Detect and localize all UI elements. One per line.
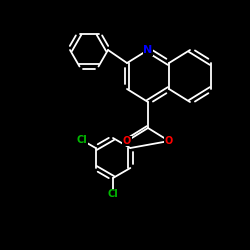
Text: O: O <box>123 136 131 146</box>
Text: Cl: Cl <box>76 135 87 145</box>
Text: Cl: Cl <box>108 189 118 199</box>
Text: N: N <box>144 45 152 55</box>
Text: O: O <box>165 136 173 146</box>
